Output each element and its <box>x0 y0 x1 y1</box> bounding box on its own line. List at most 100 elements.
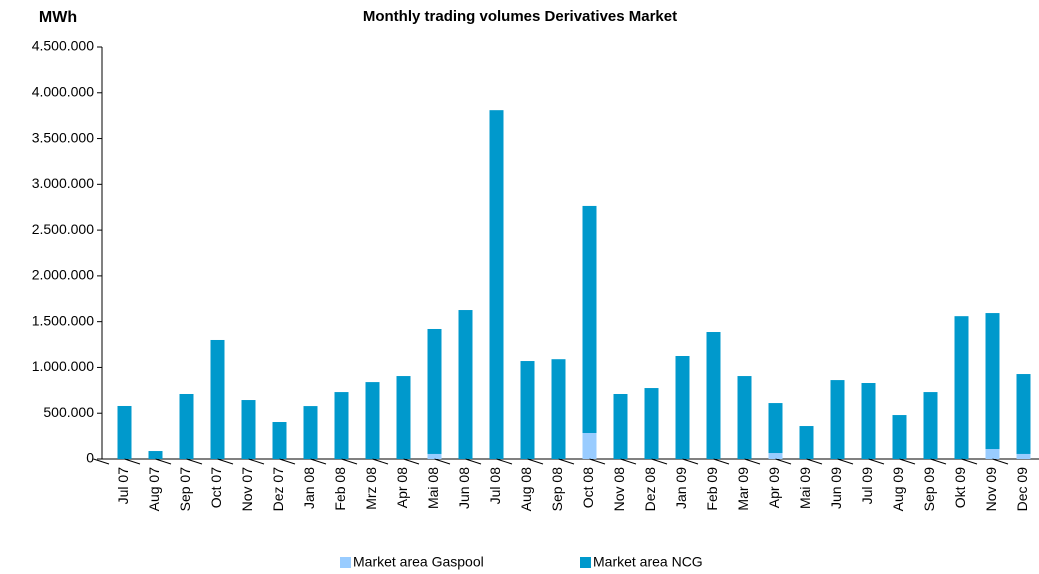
x-tick <box>310 458 327 465</box>
x-tick-label: Mar 09 <box>735 467 751 511</box>
x-tick-label: Oct 07 <box>208 467 224 508</box>
bar-segment <box>396 376 411 459</box>
x-tick-label: Nov 09 <box>983 467 999 512</box>
x-tick <box>403 458 420 465</box>
x-tick <box>496 458 513 465</box>
x-tick-label: Feb 08 <box>332 467 348 511</box>
bar-segment <box>334 392 349 459</box>
x-tick <box>713 458 730 465</box>
x-tick-label: Jun 09 <box>828 467 844 509</box>
x-tick-label: Jan 09 <box>673 467 689 509</box>
x-tick-label: Sep 09 <box>921 467 937 512</box>
bar-segment <box>613 393 628 459</box>
bar-segment <box>768 403 783 454</box>
x-tick <box>620 458 637 465</box>
x-tick <box>775 458 792 465</box>
x-tick-label: Okt 09 <box>952 467 968 508</box>
x-tick <box>372 458 389 465</box>
y-tick-label: 4.000.000 <box>32 83 94 99</box>
x-tick <box>248 458 265 465</box>
x-tick-label: Oct 08 <box>580 467 596 508</box>
y-tick-label: 3.000.000 <box>32 175 94 191</box>
x-tick <box>868 458 885 465</box>
x-tick <box>124 458 141 465</box>
x-tick <box>744 458 761 465</box>
x-tick <box>930 458 947 465</box>
bar-segment <box>1016 453 1031 459</box>
y-tick-label: 1.500.000 <box>32 312 94 328</box>
bar-segment <box>644 388 659 459</box>
x-tick <box>93 458 110 465</box>
x-tick <box>589 458 606 465</box>
x-tick <box>682 458 699 465</box>
bar-segment <box>737 376 752 459</box>
bar-segment <box>954 316 969 459</box>
x-tick-label: Dez 07 <box>270 467 286 512</box>
y-tick-label: 2.500.000 <box>32 221 94 237</box>
y-axis-label: MWh <box>39 9 77 26</box>
bar-segment <box>427 453 442 459</box>
x-tick <box>279 458 296 465</box>
x-tick <box>992 458 1009 465</box>
x-tick-label: Apr 09 <box>766 467 782 508</box>
x-tick-label: Mrz 08 <box>363 467 379 510</box>
x-tick <box>651 458 668 465</box>
x-tick <box>527 458 544 465</box>
bar-segment <box>489 110 504 459</box>
bar-segment <box>427 328 442 454</box>
x-tick-label: Sep 07 <box>177 467 193 512</box>
bar-segment <box>551 359 566 459</box>
bar-segment <box>799 426 814 459</box>
bar-segment <box>923 392 938 459</box>
x-tick-label: Apr 08 <box>394 467 410 508</box>
bar-segment <box>1016 374 1031 454</box>
y-tick-label: 1.000.000 <box>32 358 94 374</box>
x-tick-label: Jul 08 <box>487 467 503 505</box>
x-tick <box>186 458 203 465</box>
bar-segment <box>675 356 690 459</box>
x-tick <box>899 458 916 465</box>
x-tick-label: Aug 09 <box>890 467 906 512</box>
x-tick <box>806 458 823 465</box>
y-tick-label: 0 <box>86 450 94 466</box>
bar-segment <box>520 361 535 459</box>
x-tick-label: Dec 09 <box>1014 467 1030 512</box>
bar-segment <box>117 405 132 459</box>
x-tick-label: Aug 07 <box>146 467 162 512</box>
bar-segment <box>241 400 256 459</box>
bar-segment <box>985 449 1000 459</box>
x-tick <box>434 458 451 465</box>
bar-segment <box>892 415 907 459</box>
bar-segment <box>582 432 597 459</box>
y-tick-label: 3.500.000 <box>32 129 94 145</box>
x-tick-label: Sep 08 <box>549 467 565 512</box>
bar-segment <box>830 380 845 459</box>
x-tick <box>961 458 978 465</box>
legend-swatch <box>340 557 351 568</box>
legend-swatch <box>580 557 591 568</box>
x-tick-label: Feb 09 <box>704 467 720 511</box>
legend-label: Market area NCG <box>593 554 703 570</box>
y-tick-label: 2.000.000 <box>32 267 94 283</box>
y-tick-label: 500.000 <box>43 404 94 420</box>
bar-segment <box>458 310 473 459</box>
x-tick-label: Mai 09 <box>797 467 813 509</box>
bar-segment <box>303 406 318 459</box>
bar-segment <box>768 453 783 459</box>
bar-segment <box>582 205 597 433</box>
y-tick-label: 4.500.000 <box>32 38 94 54</box>
x-tick-label: Jan 08 <box>301 467 317 509</box>
x-tick-label: Nov 08 <box>611 467 627 512</box>
bar-segment <box>706 332 721 459</box>
x-tick-label: Jul 09 <box>859 467 875 505</box>
bar-segment <box>210 339 225 459</box>
x-tick <box>465 458 482 465</box>
x-tick-label: Nov 07 <box>239 467 255 512</box>
x-tick-label: Dez 08 <box>642 467 658 512</box>
x-tick-label: Aug 08 <box>518 467 534 512</box>
bar-segment <box>861 383 876 459</box>
x-tick <box>837 458 854 465</box>
bar-segment <box>179 393 194 459</box>
x-tick <box>558 458 575 465</box>
